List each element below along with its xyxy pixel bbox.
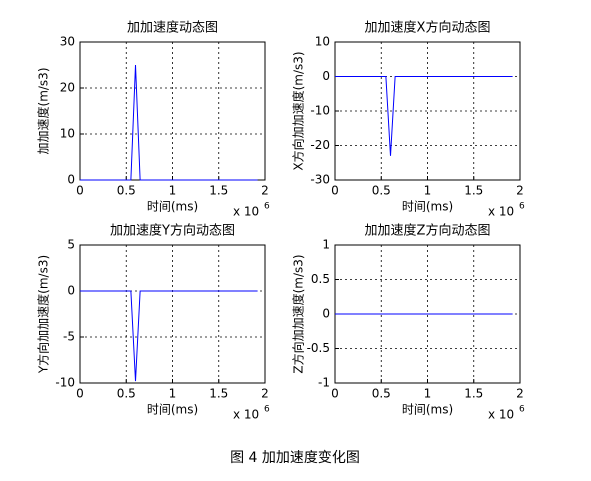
y-tick-label: -1	[318, 376, 330, 390]
chart-title: 加加速度Z方向动态图	[365, 223, 491, 239]
x-exponent: 6	[519, 202, 525, 212]
chart-title: 加加速度X方向动态图	[365, 20, 491, 36]
y-tick-label: 0.5	[311, 272, 330, 286]
y-axis-label: 加加速度(m/s3)	[36, 68, 51, 155]
y-tick-label: 10	[60, 127, 75, 141]
x-exponent: 6	[264, 405, 270, 415]
x-tick-label: 1	[424, 184, 432, 198]
x-tick-label: 1.5	[209, 184, 228, 198]
y-tick-label: -20	[310, 138, 330, 152]
y-tick-label: 0	[67, 173, 75, 187]
x-tick-label: 2	[516, 387, 524, 401]
y-tick-label: 10	[315, 35, 330, 49]
chart-title: 加加速度动态图	[127, 20, 218, 36]
y-tick-label: 0	[322, 307, 330, 321]
data-line	[335, 76, 513, 156]
x-axis-label: 时间(ms)	[402, 200, 453, 214]
x-tick-label: 0	[76, 387, 84, 401]
x-tick-label: 0.5	[117, 184, 136, 198]
x-tick-label: 0.5	[372, 387, 391, 401]
data-line	[80, 290, 258, 382]
y-tick-label: 0	[67, 284, 75, 298]
x-exponent-base: x 10	[488, 408, 514, 422]
x-axis-label: 时间(ms)	[402, 403, 453, 417]
y-tick-label: 20	[60, 81, 75, 95]
y-tick-label: -30	[310, 173, 330, 187]
x-tick-label: 1	[169, 387, 177, 401]
x-tick-label: 2	[261, 387, 269, 401]
y-tick-label: 5	[67, 238, 75, 252]
x-tick-label: 2	[516, 184, 524, 198]
y-tick-label: 0	[322, 69, 330, 83]
y-tick-label: -10	[55, 376, 75, 390]
plot-border	[334, 41, 521, 181]
y-axis-label: Y方向加加速度(m/s3)	[36, 255, 51, 374]
x-tick-label: 1	[169, 184, 177, 198]
y-tick-label: -0.5	[307, 341, 330, 355]
y-tick-label: 30	[60, 35, 75, 49]
x-axis-label: 时间(ms)	[147, 200, 198, 214]
data-line	[80, 64, 258, 181]
figure-caption: 图 4 加加速度变化图	[230, 450, 360, 466]
x-tick-label: 1.5	[464, 387, 483, 401]
y-tick-label: -5	[63, 330, 75, 344]
x-axis-label: 时间(ms)	[147, 403, 198, 417]
plot-border	[79, 244, 266, 384]
x-tick-label: 1.5	[209, 387, 228, 401]
x-tick-label: 0	[331, 387, 339, 401]
y-tick-label: 1	[322, 238, 330, 252]
x-tick-label: 0.5	[372, 184, 391, 198]
x-exponent: 6	[519, 405, 525, 415]
chart-title: 加加速度Y方向动态图	[110, 223, 235, 239]
x-exponent-base: x 10	[233, 408, 259, 422]
x-exponent-base: x 10	[233, 205, 259, 219]
x-exponent: 6	[264, 202, 270, 212]
y-tick-label: -10	[310, 104, 330, 118]
y-axis-label: Z方向加加速度(m/s3)	[291, 254, 306, 373]
x-tick-label: 0	[76, 184, 84, 198]
x-tick-label: 2	[261, 184, 269, 198]
x-tick-label: 1	[424, 387, 432, 401]
x-tick-label: 1.5	[464, 184, 483, 198]
x-tick-label: 0	[331, 184, 339, 198]
x-exponent-base: x 10	[488, 205, 514, 219]
y-axis-label: X方向加加速度(m/s3)	[291, 51, 306, 170]
x-tick-label: 0.5	[117, 387, 136, 401]
